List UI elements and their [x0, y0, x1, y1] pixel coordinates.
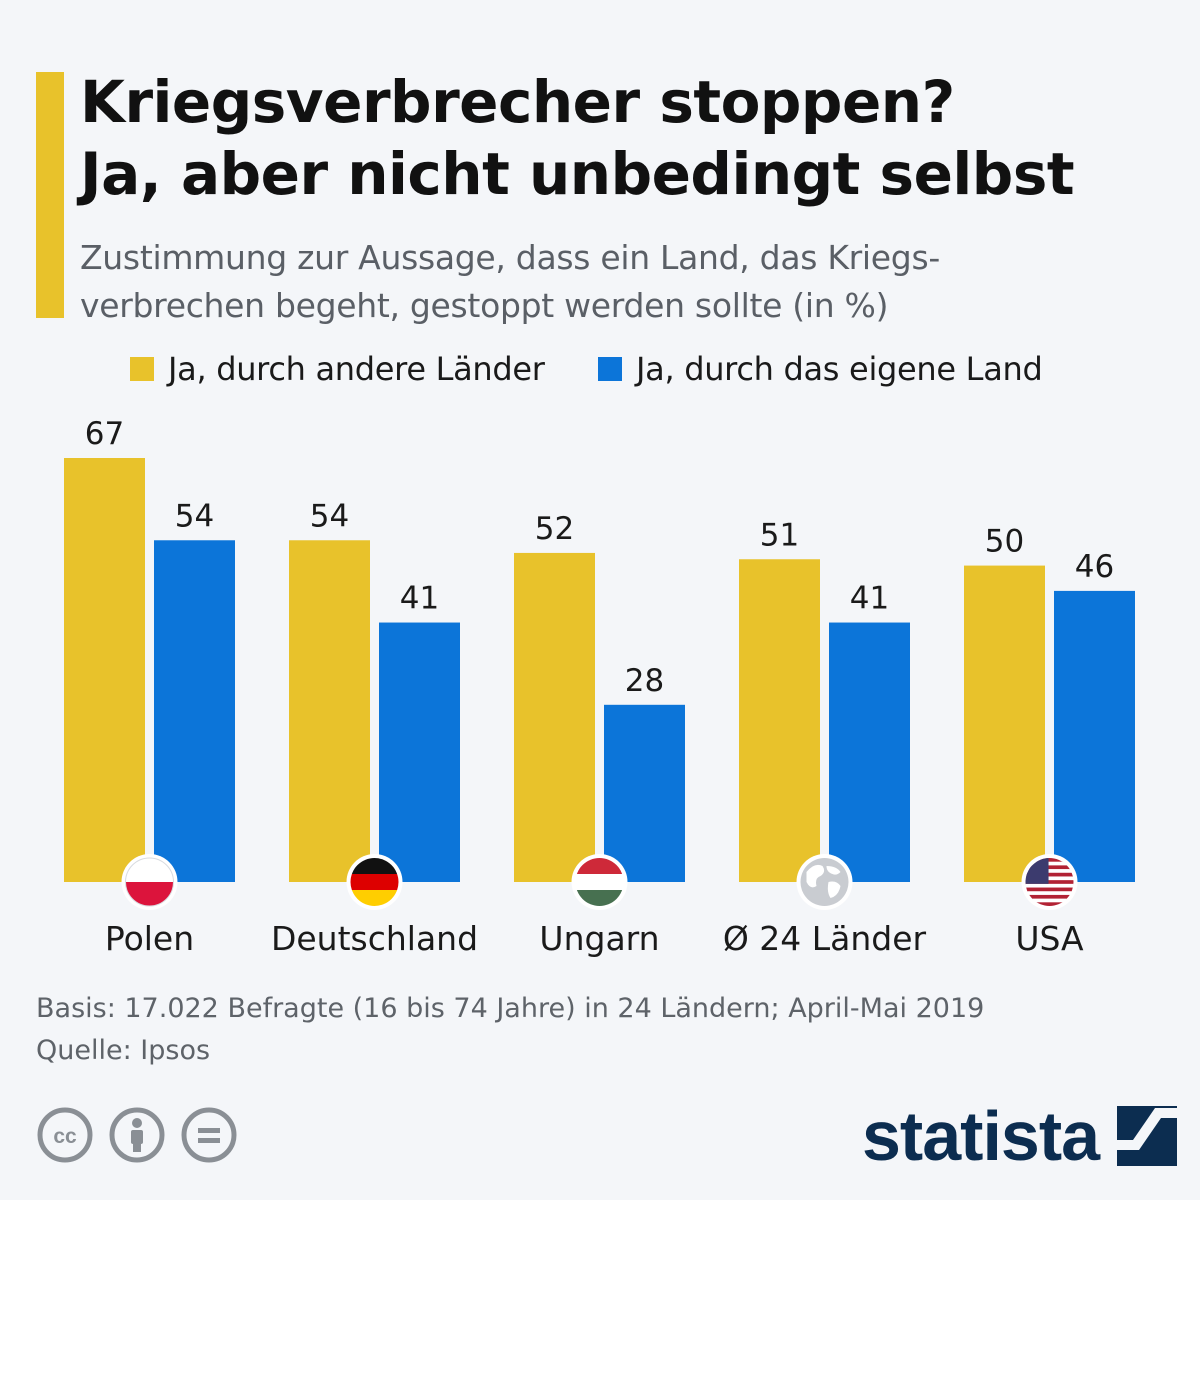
footer-basis: Basis: 17.022 Befragte (16 bis 74 Jahre)… [36, 993, 985, 1024]
data-label-ungarn-other-countries: 52 [535, 511, 574, 547]
chart-title: Kriegsverbrecher stoppen? Ja, aber nicht… [80, 66, 1075, 210]
bar-deutschland-own-country [379, 622, 460, 882]
subtitle-line-1: Zustimmung zur Aussage, dass ein Land, d… [80, 238, 940, 277]
category-label-deutschland: Deutschland [271, 919, 478, 958]
accent-bar [36, 72, 64, 318]
category-label-ungarn: Ungarn [539, 919, 659, 958]
no-derivatives-icon[interactable] [180, 1106, 238, 1164]
data-label-deutschland-other-countries: 54 [310, 498, 349, 534]
bar-deutschland-other-countries [289, 540, 370, 882]
statista-logo[interactable]: statista [862, 1097, 1178, 1175]
legend-item-other-countries: Ja, durch andere Länder [130, 350, 545, 388]
category-label-polen: Polen [105, 919, 194, 958]
bar-24-l-nder-other-countries [739, 559, 820, 882]
chart-subtitle: Zustimmung zur Aussage, dass ein Land, d… [80, 234, 940, 330]
category-label-24-l-nder: Ø 24 Länder [723, 919, 927, 958]
legend-swatch-own-country [598, 357, 622, 381]
flag-germany-icon [346, 854, 403, 910]
flag-poland-icon [121, 854, 178, 910]
license-icons: cc [36, 1106, 252, 1164]
cc-icon[interactable]: cc [36, 1106, 94, 1164]
data-label-usa-other-countries: 50 [985, 524, 1024, 560]
globe-icon [796, 854, 853, 910]
svg-text:cc: cc [53, 1125, 77, 1148]
legend: Ja, durch andere Länder Ja, durch das ei… [0, 350, 1200, 394]
data-label-ungarn-own-country: 28 [625, 663, 664, 699]
data-label-deutschland-own-country: 41 [400, 581, 439, 617]
bar-usa-other-countries [964, 565, 1045, 882]
legend-swatch-other-countries [130, 357, 154, 381]
bar-polen-own-country [154, 540, 235, 882]
infographic-card: Kriegsverbrecher stoppen? Ja, aber nicht… [0, 0, 1200, 1200]
title-line-1: Kriegsverbrecher stoppen? [80, 68, 955, 136]
data-label-usa-own-country: 46 [1075, 549, 1114, 585]
data-label-polen-other-countries: 67 [85, 416, 124, 452]
category-label-usa: USA [1015, 919, 1084, 958]
data-label-24-l-nder-other-countries: 51 [760, 517, 799, 553]
legend-label-other-countries: Ja, durch andere Länder [168, 350, 545, 388]
statista-wordmark: statista [862, 1097, 1100, 1175]
footer-source: Quelle: Ipsos [36, 1035, 211, 1066]
flag-hungary-icon [571, 854, 628, 910]
data-label-24-l-nder-own-country: 41 [850, 581, 889, 617]
subtitle-line-2: verbrechen begeht, gestoppt werden sollt… [80, 286, 889, 325]
flag-usa-icon [1021, 854, 1078, 910]
legend-item-own-country: Ja, durch das eigene Land [598, 350, 1043, 388]
bar-24-l-nder-own-country [829, 622, 910, 882]
bar-ungarn-own-country [604, 704, 685, 882]
bar-usa-own-country [1054, 590, 1135, 882]
bar-ungarn-other-countries [514, 552, 595, 882]
bar-polen-other-countries [64, 458, 145, 882]
title-line-2: Ja, aber nicht unbedingt selbst [80, 140, 1075, 208]
legend-label-own-country: Ja, durch das eigene Land [636, 350, 1043, 388]
footer-notes: Basis: 17.022 Befragte (16 bis 74 Jahre)… [36, 988, 984, 1072]
data-label-polen-own-country: 54 [175, 498, 214, 534]
statista-mark-icon [1117, 1106, 1178, 1166]
attribution-icon[interactable] [108, 1106, 166, 1164]
bar-chart: 67 54 Polen 54 41 Deutschland 52 28 Ungarn 51 41 Ø … [64, 416, 1135, 958]
